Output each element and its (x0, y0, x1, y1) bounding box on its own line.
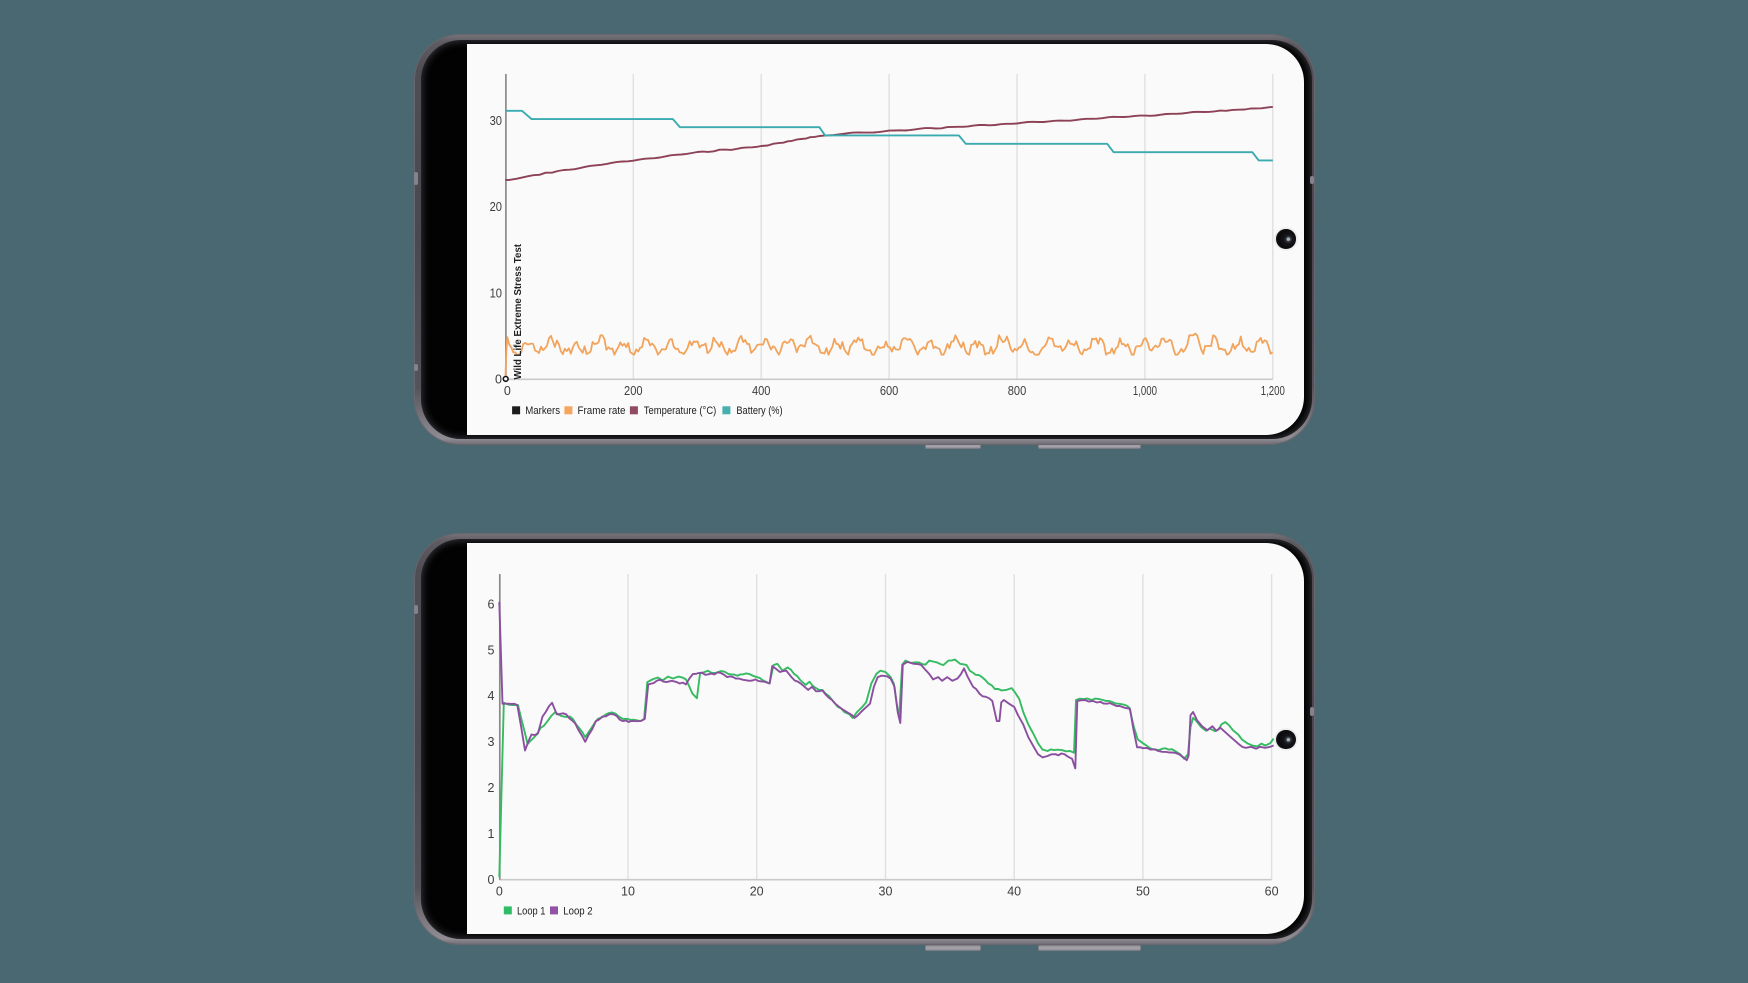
svg-text:Loop 2: Loop 2 (563, 905, 592, 917)
svg-text:600: 600 (879, 384, 898, 398)
svg-text:Temperature (°C): Temperature (°C) (643, 405, 716, 417)
svg-text:20: 20 (749, 884, 763, 898)
svg-text:1: 1 (487, 827, 494, 841)
svg-text:0: 0 (503, 384, 510, 398)
svg-text:400: 400 (751, 384, 770, 398)
svg-text:40: 40 (1007, 884, 1021, 898)
svg-text:10: 10 (489, 286, 501, 300)
svg-text:Battery (%): Battery (%) (736, 405, 782, 417)
svg-text:Markers: Markers (525, 405, 560, 417)
svg-text:200: 200 (624, 384, 643, 398)
svg-text:800: 800 (1007, 384, 1026, 398)
svg-text:0: 0 (495, 884, 502, 898)
svg-text:5: 5 (487, 643, 494, 657)
svg-text:30: 30 (878, 884, 892, 898)
svg-text:1,000: 1,000 (1132, 384, 1156, 398)
svg-text:Wild Life Extreme Stress Test: Wild Life Extreme Stress Test (513, 243, 524, 379)
svg-text:60: 60 (1264, 884, 1278, 898)
svg-text:30: 30 (489, 114, 501, 128)
svg-text:Loop 1: Loop 1 (517, 905, 545, 917)
svg-text:4: 4 (487, 689, 494, 703)
svg-text:Frame rate: Frame rate (577, 405, 625, 417)
svg-text:0: 0 (495, 373, 502, 387)
svg-text:0: 0 (487, 873, 494, 887)
svg-text:50: 50 (1135, 884, 1149, 898)
svg-text:10: 10 (621, 884, 635, 898)
svg-text:3: 3 (487, 735, 494, 749)
svg-text:20: 20 (489, 200, 501, 214)
svg-text:6: 6 (487, 597, 494, 611)
svg-text:1,200: 1,200 (1260, 384, 1284, 398)
svg-text:2: 2 (487, 781, 494, 795)
